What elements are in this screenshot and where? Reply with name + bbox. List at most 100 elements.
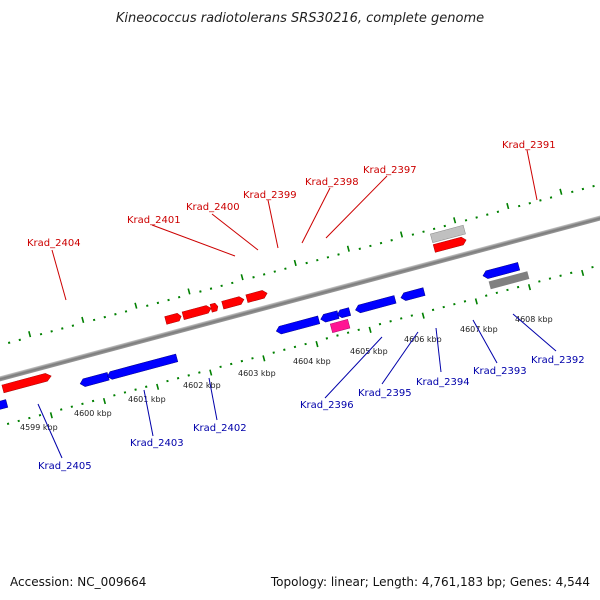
- minor-tick: [453, 302, 456, 306]
- minor-tick: [357, 328, 360, 332]
- minor-tick: [283, 348, 286, 351]
- leader-krad-2394: [435, 327, 442, 373]
- gene-krad-2402[interactable]: [106, 353, 179, 380]
- gene-krad-2401[interactable]: [164, 312, 183, 325]
- minor-tick: [369, 244, 372, 248]
- minor-tick: [91, 399, 95, 403]
- major-tick: [399, 231, 404, 238]
- minor-tick: [399, 317, 403, 320]
- gene-krad-2391[interactable]: [432, 236, 467, 253]
- gene-right-edge[interactable]: [482, 262, 521, 279]
- minor-tick: [475, 216, 478, 219]
- reverse-genes: [0, 262, 530, 417]
- minor-tick: [124, 310, 128, 313]
- gene-krad-2403[interactable]: [79, 372, 110, 387]
- minor-tick: [81, 402, 84, 406]
- minor-tick: [443, 224, 447, 228]
- gene-krad-2398[interactable]: [221, 296, 245, 310]
- minor-tick: [38, 414, 42, 417]
- minor-tick: [273, 270, 277, 273]
- leader-krad-2395: [381, 331, 419, 385]
- label-krad-2405[interactable]: Krad_2405: [38, 461, 92, 472]
- minor-tick: [506, 288, 509, 292]
- gene-krad-2394[interactable]: [336, 307, 352, 319]
- minor-tick: [114, 313, 117, 316]
- label-krad-2403[interactable]: Krad_2403: [130, 438, 184, 449]
- minor-tick: [486, 213, 489, 216]
- label-krad-2401[interactable]: Krad_2401: [127, 215, 181, 226]
- major-tick: [346, 245, 350, 252]
- gene-krad-2393[interactable]: [354, 295, 397, 314]
- minor-tick: [581, 187, 585, 191]
- gene-krad-2395[interactable]: [320, 310, 340, 323]
- label-krad-2402[interactable]: Krad_2402: [193, 423, 247, 434]
- label-krad-2392[interactable]: Krad_2392: [531, 355, 585, 366]
- forward-leaders: [51, 149, 538, 301]
- label-krad-2394[interactable]: Krad_2394: [416, 377, 470, 388]
- gene-krad-2396[interactable]: [275, 315, 321, 335]
- genome-track: [0, 184, 600, 425]
- minor-tick: [146, 304, 149, 307]
- minor-tick: [231, 281, 234, 285]
- gene-krad-2405[interactable]: [0, 399, 9, 417]
- minor-tick: [252, 276, 255, 279]
- minor-tick: [220, 284, 223, 288]
- minor-tick: [166, 379, 169, 383]
- major-tick: [134, 302, 138, 309]
- gene-highlight[interactable]: [329, 319, 351, 333]
- label-krad-2396[interactable]: Krad_2396: [300, 400, 354, 411]
- minor-tick: [70, 405, 74, 408]
- label-krad-2400[interactable]: Krad_2400: [186, 202, 240, 213]
- minor-tick: [337, 253, 340, 256]
- minor-tick: [304, 342, 307, 346]
- minor-tick: [389, 320, 392, 323]
- gene-krad-2400[interactable]: [181, 304, 212, 320]
- label-krad-2398[interactable]: Krad_2398: [305, 177, 359, 188]
- minor-tick: [569, 271, 573, 275]
- minor-tick: [432, 227, 436, 231]
- major-tick: [368, 326, 372, 333]
- feature-grey[interactable]: [430, 224, 466, 244]
- major-tick: [156, 383, 160, 390]
- label-krad-2391[interactable]: Krad_2391: [502, 140, 556, 151]
- minor-tick: [410, 314, 414, 317]
- leader-krad-2405: [37, 403, 63, 459]
- major-tick: [102, 397, 107, 405]
- label-krad-2397[interactable]: Krad_2397: [363, 165, 417, 176]
- genome-backbone: [0, 197, 600, 400]
- label-krad-2399[interactable]: Krad_2399: [243, 190, 297, 201]
- label-krad-2395[interactable]: Krad_2395: [358, 388, 412, 399]
- major-tick: [49, 412, 53, 419]
- minor-tick: [379, 241, 383, 245]
- major-tick: [474, 298, 478, 305]
- gene-krad-2404[interactable]: [1, 372, 52, 394]
- minor-tick: [144, 385, 148, 388]
- minor-tick: [538, 280, 541, 283]
- accession-text: Accession: NC_009664: [10, 575, 146, 589]
- minor-tick: [358, 247, 362, 251]
- leader-krad-2393: [472, 319, 498, 364]
- minor-tick: [390, 239, 393, 242]
- forward-strand-ticks: [7, 184, 595, 344]
- minor-tick: [495, 291, 499, 295]
- reverse-leaders: [37, 313, 557, 459]
- minor-tick: [284, 267, 287, 270]
- map-title: Kineococcus radiotolerans SRS30216, comp…: [116, 11, 484, 26]
- minor-tick: [559, 274, 562, 277]
- label-krad-2393[interactable]: Krad_2393: [473, 366, 527, 377]
- minor-tick: [251, 357, 254, 360]
- major-tick: [315, 340, 319, 348]
- gene-krad-2399[interactable]: [209, 302, 219, 313]
- minor-tick: [442, 305, 445, 309]
- leader-krad-2392: [512, 313, 557, 352]
- gene-krad-2397[interactable]: [245, 289, 268, 303]
- minor-tick: [305, 261, 308, 265]
- minor-tick: [592, 184, 595, 188]
- gene-krad-2392[interactable]: [400, 287, 426, 302]
- major-tick: [559, 188, 563, 195]
- minor-tick: [176, 376, 180, 380]
- minor-tick: [39, 332, 43, 336]
- feature-grey-lower-right[interactable]: [488, 271, 530, 290]
- label-krad-2404[interactable]: Krad_2404: [27, 238, 81, 249]
- minor-tick: [240, 359, 244, 363]
